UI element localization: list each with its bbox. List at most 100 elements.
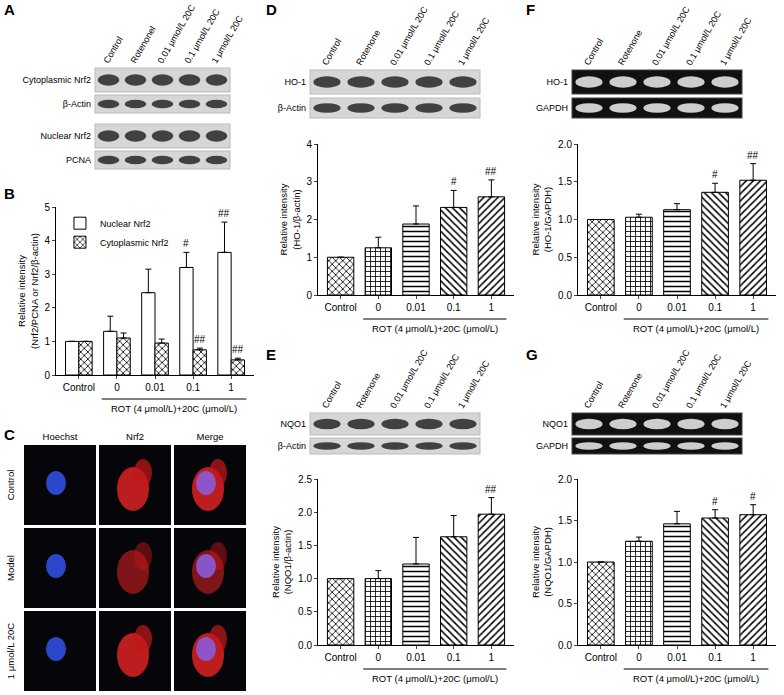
svg-text:1: 1 — [44, 336, 50, 347]
svg-text:β-Actin: β-Actin — [278, 441, 306, 451]
svg-text:0: 0 — [376, 652, 382, 663]
svg-text:0.1: 0.1 — [708, 652, 722, 663]
svg-text:##: ## — [218, 208, 230, 219]
svg-text:Control: Control — [582, 37, 605, 67]
svg-text:0.01: 0.01 — [406, 652, 426, 663]
svg-text:C: C — [4, 426, 15, 443]
svg-text:0.01: 0.01 — [667, 302, 687, 313]
svg-text:1.0: 1.0 — [558, 214, 572, 225]
svg-text:Model: Model — [5, 555, 16, 581]
svg-text:#: # — [712, 169, 718, 180]
svg-text:1.0: 1.0 — [298, 573, 312, 584]
svg-text:β-Actin: β-Actin — [278, 103, 306, 113]
svg-text:1.5: 1.5 — [558, 176, 572, 187]
svg-text:1 μmol/L 20C: 1 μmol/L 20C — [456, 358, 492, 410]
svg-text:Hoechst: Hoechst — [43, 431, 78, 442]
svg-text:β-Actin: β-Actin — [63, 99, 91, 109]
svg-text:0.1: 0.1 — [708, 302, 722, 313]
svg-text:F: F — [526, 1, 535, 18]
svg-text:Rotenone: Rotenone — [616, 371, 644, 410]
svg-text:0.01: 0.01 — [667, 652, 687, 663]
svg-text:0: 0 — [376, 302, 382, 313]
svg-text:ROT (4 μmol/L)+20C (μmol/L): ROT (4 μmol/L)+20C (μmol/L) — [633, 673, 759, 684]
svg-text:Nuclear Nrf2: Nuclear Nrf2 — [100, 219, 151, 229]
svg-text:5: 5 — [44, 202, 50, 213]
svg-text:1 μmol/L 20C: 1 μmol/L 20C — [456, 15, 492, 67]
svg-text:3: 3 — [306, 176, 312, 187]
svg-text:ROT (4 μmol/L)+20C (μmol/L): ROT (4 μmol/L)+20C (μmol/L) — [372, 673, 498, 684]
svg-text:0.1 μmol/L 20C: 0.1 μmol/L 20C — [684, 9, 723, 67]
svg-text:4: 4 — [44, 235, 50, 246]
svg-text:G: G — [526, 346, 538, 363]
svg-text:Rotenone: Rotenone — [354, 371, 382, 410]
svg-text:GAPDH: GAPDH — [536, 103, 568, 113]
svg-text:2: 2 — [44, 302, 50, 313]
svg-text:HO-1: HO-1 — [284, 77, 306, 87]
svg-text:2.0: 2.0 — [298, 507, 312, 518]
svg-text:0.1 μmol/L 20C: 0.1 μmol/L 20C — [422, 9, 461, 67]
svg-text:1.5: 1.5 — [298, 540, 312, 551]
svg-text:Control: Control — [320, 37, 343, 67]
svg-text:Relative intensity(HO-1/GAPDH): Relative intensity(HO-1/GAPDH) — [530, 183, 553, 255]
svg-text:1.5: 1.5 — [558, 515, 572, 526]
svg-text:3: 3 — [44, 269, 50, 280]
svg-text:1 μmol/L 20C: 1 μmol/L 20C — [210, 13, 246, 65]
svg-text:0.5: 0.5 — [558, 598, 572, 609]
svg-text:#: # — [183, 238, 189, 249]
svg-text:Control: Control — [582, 380, 605, 410]
svg-text:0.1 μmol/L 20C: 0.1 μmol/L 20C — [422, 352, 461, 410]
svg-text:1: 1 — [750, 302, 756, 313]
svg-text:0.1: 0.1 — [447, 302, 461, 313]
svg-text:0.01: 0.01 — [406, 302, 426, 313]
svg-text:#: # — [750, 491, 756, 502]
svg-text:0: 0 — [306, 290, 312, 301]
svg-text:Control: Control — [63, 382, 95, 393]
svg-text:Control: Control — [324, 302, 356, 313]
svg-text:2.5: 2.5 — [298, 474, 312, 485]
svg-text:Control: Control — [585, 302, 617, 313]
svg-text:ROT (4 μmol/L)+20C (μmol/L): ROT (4 μmol/L)+20C (μmol/L) — [372, 323, 498, 334]
svg-text:1: 1 — [306, 252, 312, 263]
svg-text:1.0: 1.0 — [558, 557, 572, 568]
svg-text:NQO1: NQO1 — [542, 419, 568, 429]
svg-text:0.0: 0.0 — [298, 640, 312, 651]
svg-text:PCNA: PCNA — [66, 155, 91, 165]
svg-text:Nrf2: Nrf2 — [126, 431, 144, 442]
svg-text:Rotenone: Rotenone — [616, 28, 644, 67]
svg-text:Relative intensity(NQO1/β-acti: Relative intensity(NQO1/β-actin) — [270, 526, 293, 598]
svg-text:Relative intensity(Nrf2/PCNA o: Relative intensity(Nrf2/PCNA or Nrf2/β-a… — [16, 233, 39, 349]
svg-text:4: 4 — [306, 139, 312, 150]
svg-text:Rotenonel: Rotenonel — [129, 24, 158, 65]
svg-text:2.0: 2.0 — [558, 139, 572, 150]
svg-text:E: E — [266, 346, 276, 363]
svg-text:0: 0 — [636, 652, 642, 663]
svg-text:Cytoplasmic Nrf2: Cytoplasmic Nrf2 — [22, 75, 91, 85]
svg-text:1 μmol/L 20C: 1 μmol/L 20C — [5, 623, 16, 679]
svg-text:Cytoplasmic Nrf2: Cytoplasmic Nrf2 — [100, 238, 169, 248]
svg-text:HO-1: HO-1 — [546, 77, 568, 87]
svg-text:##: ## — [485, 484, 497, 495]
svg-text:#: # — [712, 496, 718, 507]
svg-text:Merge: Merge — [197, 431, 224, 442]
svg-text:0: 0 — [114, 382, 120, 393]
svg-text:0.0: 0.0 — [558, 290, 572, 301]
svg-text:0.0: 0.0 — [558, 640, 572, 651]
svg-text:1: 1 — [489, 652, 495, 663]
svg-text:D: D — [266, 1, 277, 18]
svg-text:0.5: 0.5 — [558, 252, 572, 263]
svg-text:1 μmol/L 20C: 1 μmol/L 20C — [718, 15, 754, 67]
svg-text:0.01: 0.01 — [145, 382, 165, 393]
svg-text:Nuclear Nrf2: Nuclear Nrf2 — [40, 131, 91, 141]
svg-text:0.1 μmol/L 20C: 0.1 μmol/L 20C — [684, 352, 723, 410]
svg-text:GAPDH: GAPDH — [536, 441, 568, 451]
svg-text:NQO1: NQO1 — [280, 419, 306, 429]
svg-text:ROT (4 μmol/L)+20C (μmol/L): ROT (4 μmol/L)+20C (μmol/L) — [633, 323, 759, 334]
svg-text:1: 1 — [228, 382, 234, 393]
svg-text:Control: Control — [102, 35, 125, 65]
svg-text:0.1: 0.1 — [447, 652, 461, 663]
svg-text:0.1: 0.1 — [186, 382, 200, 393]
svg-text:#: # — [451, 176, 457, 187]
svg-text:Control: Control — [324, 652, 356, 663]
svg-text:1: 1 — [489, 302, 495, 313]
svg-text:##: ## — [747, 150, 759, 161]
